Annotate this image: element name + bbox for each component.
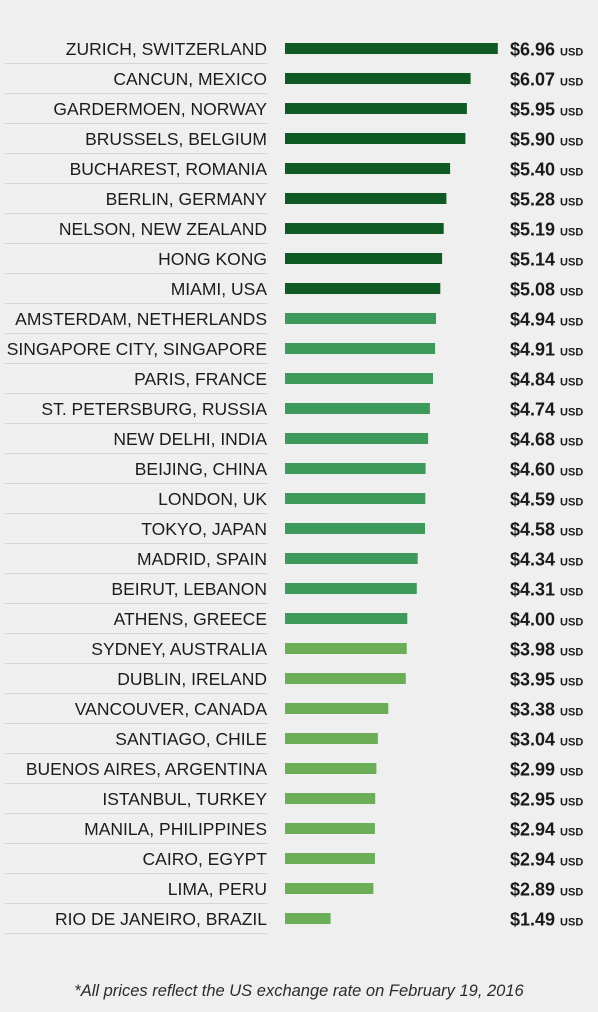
value-label: $6.96 USD — [510, 40, 583, 60]
bar — [285, 133, 466, 144]
bar — [285, 373, 433, 384]
category-label: MADRID, SPAIN — [137, 549, 267, 569]
bar — [285, 343, 436, 354]
bar — [285, 733, 378, 744]
value-label: $3.95 USD — [510, 670, 583, 690]
value-label: $6.07 USD — [510, 70, 583, 90]
value-label: $5.40 USD — [510, 160, 583, 180]
category-label: BUENOS AIRES, ARGENTINA — [26, 759, 267, 779]
bar — [285, 523, 425, 534]
value-label: $4.91 USD — [510, 340, 583, 360]
category-label: MANILA, PHILIPPINES — [84, 819, 267, 839]
value-label: $5.19 USD — [510, 220, 583, 240]
bar — [285, 613, 408, 624]
value-label: $2.95 USD — [510, 790, 583, 810]
bar — [285, 883, 374, 894]
value-label: $5.14 USD — [510, 250, 583, 270]
value-label: $4.00 USD — [510, 610, 583, 630]
category-label: DUBLIN, IRELAND — [117, 669, 267, 689]
value-label: $4.94 USD — [510, 310, 583, 330]
bar — [285, 403, 430, 414]
category-label: SANTIAGO, CHILE — [115, 729, 267, 749]
value-label: $4.58 USD — [510, 520, 583, 540]
value-label: $2.99 USD — [510, 760, 583, 780]
category-label: CANCUN, MEXICO — [113, 69, 267, 89]
category-label: NEW DELHI, INDIA — [113, 429, 267, 449]
value-label: $1.49 USD — [510, 910, 583, 930]
category-label: ZURICH, SWITZERLAND — [66, 39, 267, 59]
category-label: RIO DE JANEIRO, BRAZIL — [55, 909, 267, 929]
bar — [285, 643, 407, 654]
category-label: CAIRO, EGYPT — [143, 849, 268, 869]
value-label: $3.38 USD — [510, 700, 583, 720]
value-label: $4.59 USD — [510, 490, 583, 510]
bar — [285, 703, 389, 714]
category-label: VANCOUVER, CANADA — [75, 699, 268, 719]
bar — [285, 103, 467, 114]
bar — [285, 193, 447, 204]
category-label: LONDON, UK — [158, 489, 267, 509]
value-label: $4.60 USD — [510, 460, 583, 480]
value-label: $4.68 USD — [510, 430, 583, 450]
bar — [285, 163, 451, 174]
value-label: $5.28 USD — [510, 190, 583, 210]
value-label: $5.08 USD — [510, 280, 583, 300]
category-label: ST. PETERSBURG, RUSSIA — [41, 399, 267, 419]
bar — [285, 493, 426, 504]
bar — [285, 853, 375, 864]
value-label: $2.94 USD — [510, 850, 583, 870]
bar — [285, 463, 426, 474]
value-label: $4.31 USD — [510, 580, 583, 600]
category-label: TOKYO, JAPAN — [141, 519, 267, 539]
bar — [285, 253, 443, 264]
bar — [285, 793, 376, 804]
value-label: $2.94 USD — [510, 820, 583, 840]
category-label: AMSTERDAM, NETHERLANDS — [15, 309, 267, 329]
bar — [285, 43, 498, 54]
bar — [285, 823, 375, 834]
category-label: GARDERMOEN, NORWAY — [53, 99, 267, 119]
value-label: $4.84 USD — [510, 370, 583, 390]
category-label: ISTANBUL, TURKEY — [102, 789, 267, 809]
bar — [285, 553, 418, 564]
category-label: BERLIN, GERMANY — [106, 189, 268, 209]
bar — [285, 583, 417, 594]
value-label: $3.98 USD — [510, 640, 583, 660]
category-label: LIMA, PERU — [168, 879, 267, 899]
category-label: BRUSSELS, BELGIUM — [85, 129, 267, 149]
category-label: SYDNEY, AUSTRALIA — [91, 639, 267, 659]
value-label: $4.34 USD — [510, 550, 583, 570]
bar — [285, 673, 406, 684]
category-label: BEIJING, CHINA — [135, 459, 268, 479]
bar — [285, 913, 331, 924]
value-label: $4.74 USD — [510, 400, 583, 420]
bar — [285, 223, 444, 234]
category-label: BEIRUT, LEBANON — [111, 579, 267, 599]
bar — [285, 313, 436, 324]
category-label: MIAMI, USA — [171, 279, 268, 299]
bar — [285, 283, 441, 294]
value-label: $2.89 USD — [510, 880, 583, 900]
category-label: PARIS, FRANCE — [134, 369, 267, 389]
category-label: BUCHAREST, ROMANIA — [70, 159, 268, 179]
bar — [285, 763, 377, 774]
bar — [285, 433, 429, 444]
category-label: SINGAPORE CITY, SINGAPORE — [7, 339, 267, 359]
category-label: HONG KONG — [158, 249, 267, 269]
footnote: *All prices reflect the US exchange rate… — [74, 982, 524, 1000]
value-label: $5.90 USD — [510, 130, 583, 150]
category-label: ATHENS, GREECE — [114, 609, 267, 629]
value-label: $3.04 USD — [510, 730, 583, 750]
bar — [285, 73, 471, 84]
value-label: $5.95 USD — [510, 100, 583, 120]
category-label: NELSON, NEW ZEALAND — [59, 219, 267, 239]
